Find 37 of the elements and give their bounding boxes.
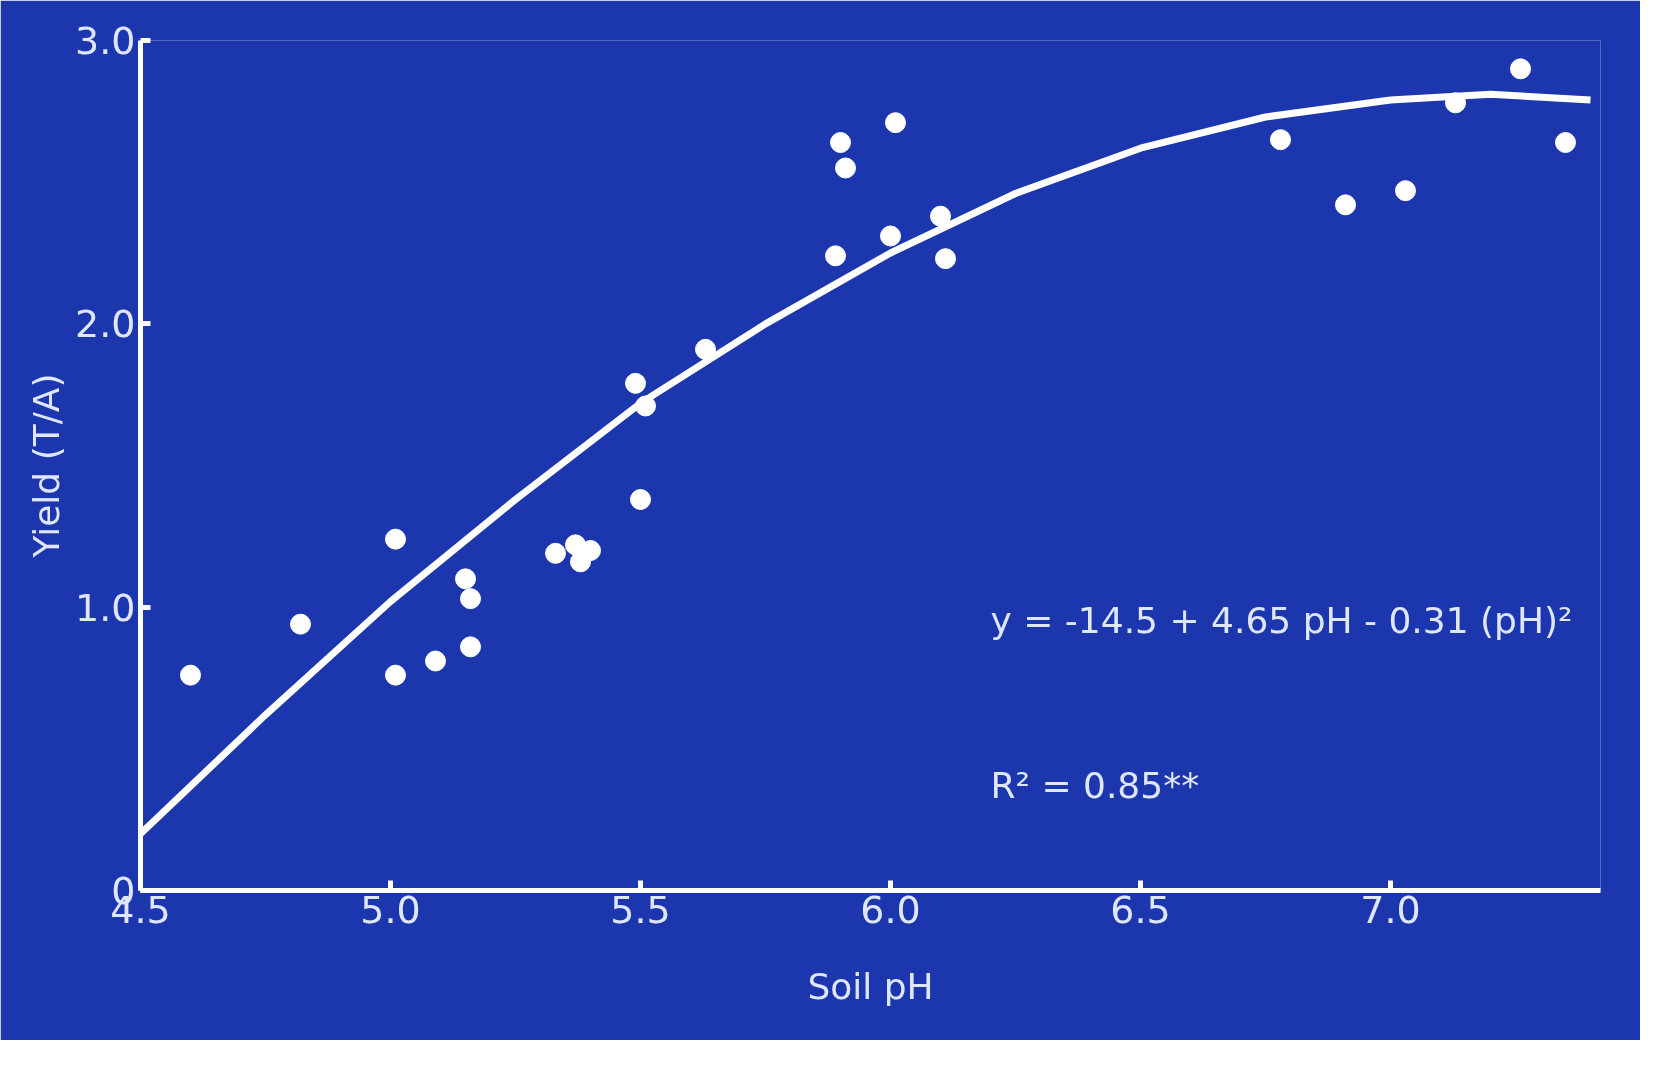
point xyxy=(930,205,951,227)
y-axis-title: Yield (T/A) xyxy=(26,373,68,559)
point xyxy=(455,568,476,590)
point xyxy=(695,338,716,360)
point xyxy=(545,542,566,564)
point xyxy=(460,588,481,610)
point xyxy=(630,489,651,510)
point xyxy=(830,132,851,153)
point xyxy=(935,248,956,270)
point xyxy=(825,245,846,267)
y-tick-label: 3.0 xyxy=(75,19,136,63)
point xyxy=(460,636,481,658)
x-tick-label: 5.5 xyxy=(610,887,671,932)
point xyxy=(1270,129,1291,151)
annotation: R² = 0.85** xyxy=(990,764,1200,806)
x-tick-label: 6.5 xyxy=(1110,887,1171,932)
point xyxy=(625,372,646,394)
x-tick-label: 7.0 xyxy=(1360,887,1421,932)
x-axis-title: Soil pH xyxy=(807,965,934,1007)
y-tick-label: 1.0 xyxy=(75,585,136,630)
point xyxy=(1555,132,1576,153)
point xyxy=(1335,194,1356,216)
x-tick-label: 5.0 xyxy=(360,887,421,932)
point xyxy=(180,664,201,686)
point xyxy=(385,528,406,550)
point xyxy=(425,650,446,672)
x-tick-label: 6.0 xyxy=(860,887,921,932)
y-tick-label: 2.0 xyxy=(75,302,136,347)
point xyxy=(290,613,311,635)
point xyxy=(1510,58,1531,80)
point xyxy=(885,112,906,134)
point xyxy=(385,664,406,686)
point xyxy=(580,540,601,561)
annotation: y = -14.5 + 4.65 pH - 0.31 (pH)² xyxy=(990,600,1573,642)
point xyxy=(880,225,901,247)
point xyxy=(835,157,856,179)
point xyxy=(1395,180,1416,202)
